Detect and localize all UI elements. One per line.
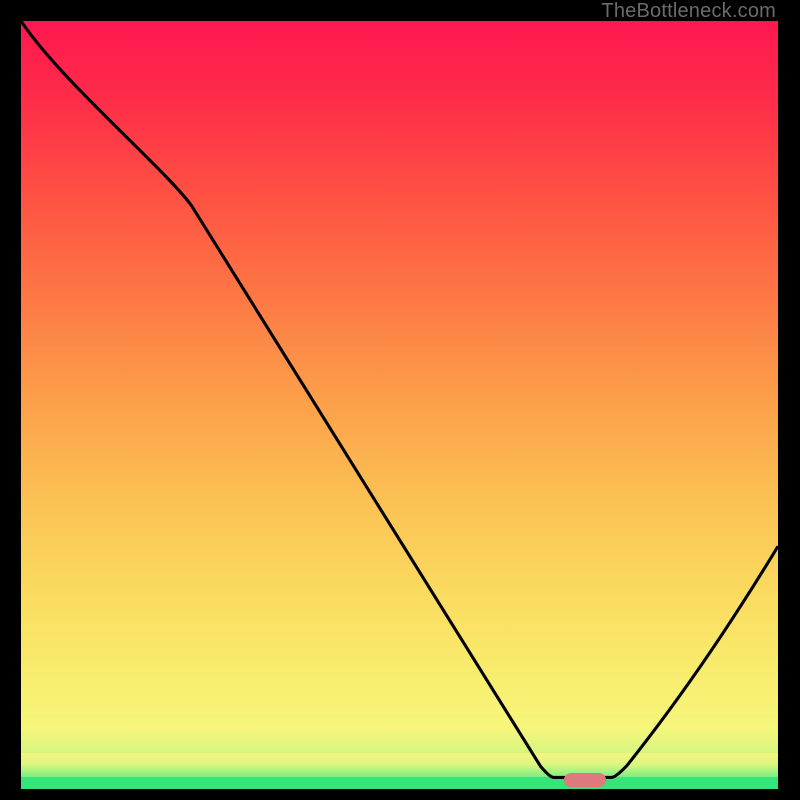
- optimal-marker: [564, 773, 606, 787]
- curve-path: [21, 21, 778, 777]
- chart-border-bottom: [0, 789, 800, 800]
- watermark-text: TheBottleneck.com: [601, 0, 776, 23]
- chart-border-left: [0, 0, 21, 800]
- chart-border-right: [778, 0, 800, 800]
- plot-area: [21, 21, 778, 789]
- bottleneck-curve: [21, 21, 778, 789]
